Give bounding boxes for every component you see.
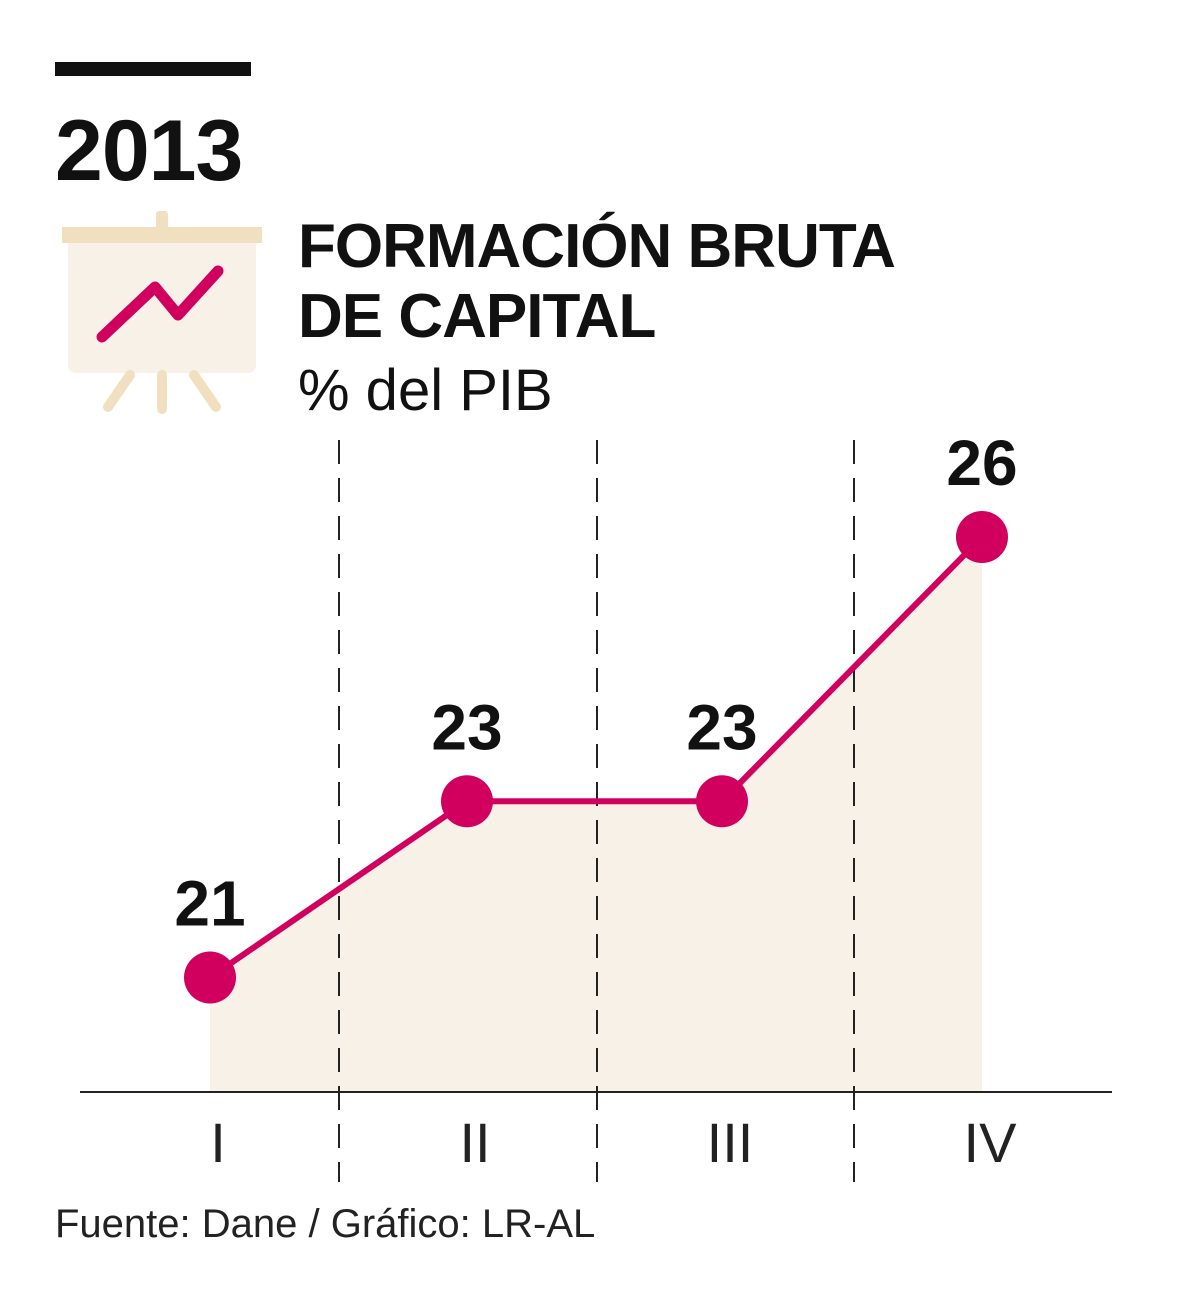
area-fill	[210, 537, 982, 1092]
icon-hook	[156, 211, 168, 231]
data-label-I: 21	[174, 867, 245, 939]
chart-title-line-2: DE CAPITAL	[298, 282, 656, 351]
data-point-III	[696, 775, 748, 828]
top-rule	[55, 62, 251, 76]
chart-title: FORMACIÓN BRUTA DE CAPITAL	[298, 212, 896, 352]
data-point-II	[441, 775, 493, 828]
x-tick-label-II: II	[459, 1111, 490, 1174]
data-point-I	[184, 951, 236, 1004]
x-tick-label-III: III	[707, 1111, 754, 1174]
data-label-IV: 26	[946, 427, 1017, 499]
x-tick-label-IV: IV	[964, 1111, 1018, 1174]
year-label: 2013	[55, 103, 243, 199]
chart-title-line-1: FORMACIÓN BRUTA	[298, 212, 896, 281]
data-label-III: 23	[686, 691, 757, 763]
icon-trend-line	[96, 265, 224, 343]
data-point-IV	[956, 511, 1008, 563]
icon-top-bar	[62, 227, 262, 243]
x-tick-label-I: I	[210, 1111, 226, 1174]
icon-leg-left	[103, 370, 135, 412]
data-label-II: 23	[431, 691, 502, 763]
chart-subtitle: % del PIB	[298, 358, 553, 423]
presentation-chart-icon	[62, 211, 262, 414]
series-line	[208, 534, 985, 980]
icon-leg-right	[189, 370, 221, 412]
source-note: Fuente: Dane / Gráfico: LR-AL	[55, 1202, 596, 1246]
